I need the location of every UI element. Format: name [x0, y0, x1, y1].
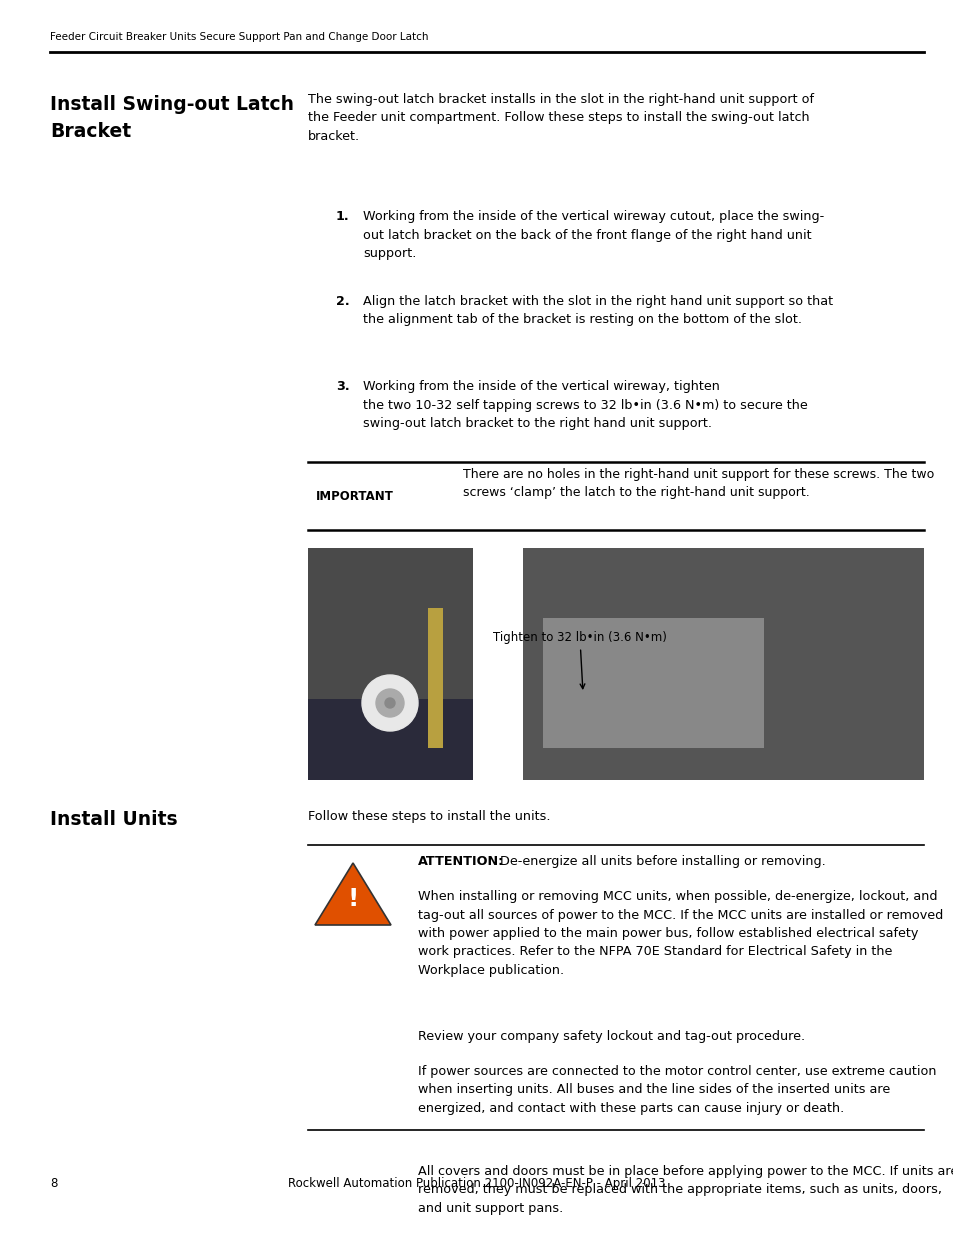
Text: Tighten to 32 lb•in (3.6 N•m): Tighten to 32 lb•in (3.6 N•m): [493, 631, 666, 689]
Text: When installing or removing MCC units, when possible, de-energize, lockout, and
: When installing or removing MCC units, w…: [417, 890, 943, 977]
Polygon shape: [428, 608, 442, 748]
Text: There are no holes in the right-hand unit support for these screws. The two
scre: There are no holes in the right-hand uni…: [462, 468, 933, 499]
Text: De-energize all units before installing or removing.: De-energize all units before installing …: [499, 855, 825, 868]
Text: Follow these steps to install the units.: Follow these steps to install the units.: [308, 810, 550, 823]
Text: All covers and doors must be in place before applying power to the MCC. If units: All covers and doors must be in place be…: [417, 1165, 953, 1215]
Bar: [522, 548, 923, 781]
Bar: [542, 618, 762, 748]
Text: Working from the inside of the vertical wireway cutout, place the swing-
out lat: Working from the inside of the vertical …: [363, 210, 823, 261]
Circle shape: [385, 698, 395, 708]
Circle shape: [375, 689, 403, 718]
Polygon shape: [314, 863, 391, 925]
Text: Install Swing-out Latch: Install Swing-out Latch: [50, 95, 294, 114]
Text: The swing-out latch bracket installs in the slot in the right-hand unit support : The swing-out latch bracket installs in …: [308, 93, 813, 143]
Text: Rockwell Automation Publication 2100-IN092A-EN-P - April 2013: Rockwell Automation Publication 2100-IN0…: [288, 1177, 665, 1191]
Text: Bracket: Bracket: [50, 122, 131, 141]
Text: !: !: [347, 887, 358, 911]
Text: 3.: 3.: [335, 380, 349, 393]
Text: IMPORTANT: IMPORTANT: [315, 489, 394, 503]
Text: Working from the inside of the vertical wireway, tighten
the two 10-32 self tapp: Working from the inside of the vertical …: [363, 380, 807, 430]
Circle shape: [361, 676, 417, 731]
Text: Install Units: Install Units: [50, 810, 177, 829]
Text: 8: 8: [50, 1177, 57, 1191]
Text: Review your company safety lockout and tag-out procedure.: Review your company safety lockout and t…: [417, 1030, 804, 1044]
Text: ATTENTION:: ATTENTION:: [417, 855, 504, 868]
Text: 2.: 2.: [335, 295, 349, 308]
Text: If power sources are connected to the motor control center, use extreme caution
: If power sources are connected to the mo…: [417, 1065, 936, 1115]
Bar: [308, 699, 473, 781]
Text: 1.: 1.: [335, 210, 349, 224]
Text: Align the latch bracket with the slot in the right hand unit support so that
the: Align the latch bracket with the slot in…: [363, 295, 832, 326]
Bar: [308, 548, 473, 781]
Text: Feeder Circuit Breaker Units Secure Support Pan and Change Door Latch: Feeder Circuit Breaker Units Secure Supp…: [50, 32, 428, 42]
